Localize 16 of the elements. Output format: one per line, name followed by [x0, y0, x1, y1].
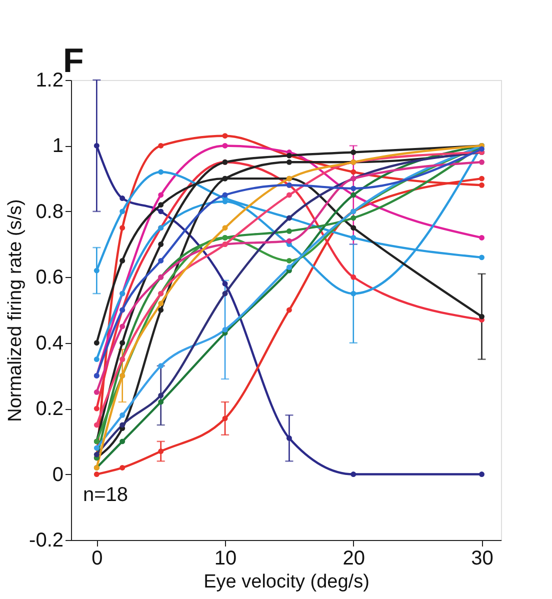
x-tick-label: 10 [214, 548, 237, 570]
x-tick-label: 30 [471, 548, 494, 570]
x-tick-label: 20 [342, 548, 366, 570]
y-tick-label: 1.2 [36, 70, 64, 92]
y-tick-label: 0.6 [36, 266, 64, 289]
y-tick-label: 0.2 [36, 398, 64, 420]
y-axis-title: Normalized firing rate (s/s) [5, 199, 26, 422]
y-tick-label: 0.8 [36, 200, 64, 223]
x-axis-title: Eye velocity (deg/s) [204, 572, 370, 592]
y-tick-label: -0.2 [29, 530, 64, 552]
x-tick-label: 0 [92, 548, 103, 570]
y-tick-label: 0 [52, 464, 64, 486]
text: F [63, 42, 84, 80]
y-tick-label: 1 [52, 135, 64, 158]
annotation: n=18 [83, 484, 128, 506]
y-tick-label: 0.4 [36, 332, 64, 354]
